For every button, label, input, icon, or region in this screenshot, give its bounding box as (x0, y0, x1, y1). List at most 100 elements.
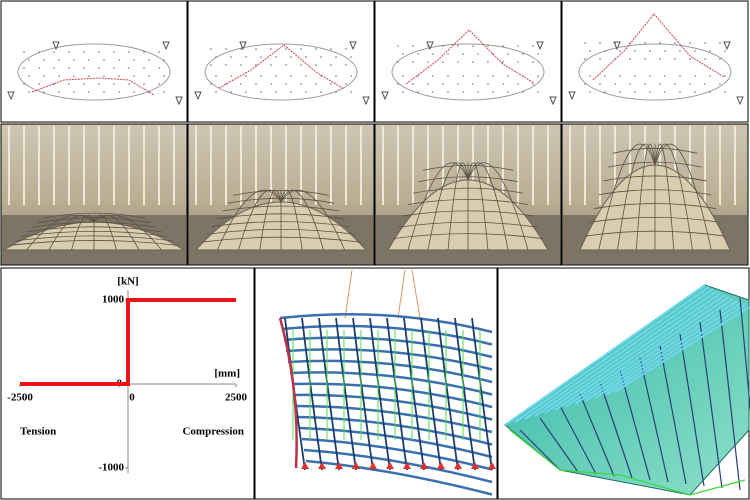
node-dot (163, 59, 165, 61)
jack-icon (349, 41, 357, 51)
node-dot (502, 83, 504, 85)
node-dot (163, 75, 165, 77)
lath (233, 190, 329, 196)
rib (305, 459, 493, 496)
node-dot (43, 75, 45, 77)
node-dot (350, 56, 352, 58)
node-dot (659, 42, 661, 44)
node-dot (225, 64, 227, 66)
node-dot (210, 48, 212, 50)
node-dot (492, 91, 494, 93)
rib (287, 359, 493, 384)
lifted-curve (218, 44, 345, 90)
support (335, 462, 343, 469)
node-dot (537, 53, 539, 55)
node-dot (143, 83, 145, 85)
jack-icon (568, 91, 576, 101)
node-dot (589, 91, 591, 93)
lath (467, 162, 489, 251)
lifted-curve (31, 77, 155, 96)
node-dot (599, 83, 601, 85)
node-dot (88, 75, 90, 77)
node-dot (589, 50, 591, 52)
node-dot (118, 91, 120, 93)
lath (612, 147, 698, 154)
jack-icon (175, 96, 183, 106)
arch (420, 317, 442, 471)
lath (280, 189, 303, 251)
node-dot (133, 75, 135, 77)
node-dot (487, 61, 489, 63)
beam (564, 296, 730, 408)
node-dot (330, 83, 332, 85)
node-dot (240, 64, 242, 66)
node-dot (83, 51, 85, 53)
node-dot (210, 83, 212, 85)
jack-icon (736, 96, 744, 106)
lath (259, 189, 282, 251)
node-dot (619, 75, 621, 77)
node-dot (447, 75, 449, 77)
beam (519, 429, 561, 471)
node-dot (73, 91, 75, 93)
node-dot (335, 91, 337, 93)
rib (299, 426, 493, 459)
arch (454, 317, 476, 471)
beam (599, 381, 633, 479)
arch (437, 317, 459, 471)
node-dot (447, 53, 449, 55)
node-dot (38, 83, 40, 85)
jack-icon (426, 41, 434, 51)
node-dot (664, 50, 666, 52)
beam (584, 300, 738, 402)
beam (534, 290, 718, 417)
node-dot (492, 75, 494, 77)
node-dot (158, 83, 160, 85)
rib (303, 448, 493, 484)
node-dot (619, 50, 621, 52)
node-dot (614, 83, 616, 85)
node-dot (694, 91, 696, 93)
node-dot (128, 51, 130, 53)
node-dot (285, 64, 287, 66)
node-dot (215, 75, 217, 77)
support (488, 462, 496, 469)
lath (93, 214, 162, 251)
node-dot (28, 59, 30, 61)
force-displacement-line (20, 298, 236, 386)
node-dot (427, 61, 429, 63)
node-dot (644, 83, 646, 85)
rib (301, 437, 493, 471)
node-dot (604, 91, 606, 93)
node-dot (98, 67, 100, 69)
node-dot (402, 91, 404, 93)
node-dot (704, 83, 706, 85)
node-dot (649, 91, 651, 93)
node-dot (659, 58, 661, 60)
node-dot (629, 83, 631, 85)
x-tick-label: -2500 (7, 392, 33, 404)
node-dot (345, 64, 347, 66)
jack-icon (239, 41, 247, 51)
node-dot (118, 75, 120, 77)
node-dot (457, 61, 459, 63)
support (454, 462, 462, 469)
node-dot (330, 64, 332, 66)
node-dot (210, 64, 212, 66)
node-dot (659, 83, 661, 85)
support (352, 462, 360, 469)
node-dot (285, 83, 287, 85)
beam (554, 294, 726, 411)
node-dot (270, 64, 272, 66)
node-dot (275, 91, 277, 93)
node-dot (724, 50, 726, 52)
x-tick-label: 0 (129, 392, 135, 404)
arch (318, 317, 340, 471)
node-dot (599, 58, 601, 60)
node-dot (584, 42, 586, 44)
beam (544, 292, 722, 414)
node-dot (245, 56, 247, 58)
node-dot (275, 56, 277, 58)
arch (471, 317, 493, 471)
node-dot (225, 48, 227, 50)
